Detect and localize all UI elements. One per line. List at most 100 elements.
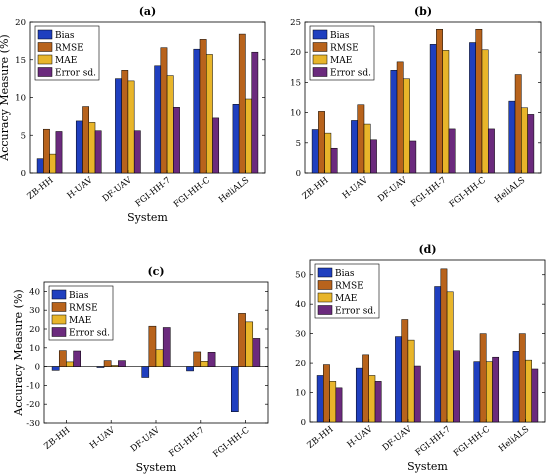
bar xyxy=(395,336,402,423)
legend-swatch xyxy=(51,302,67,312)
x-tick-label: DF-UAV xyxy=(129,425,163,454)
y-tick-label: -20 xyxy=(26,400,40,410)
y-tick-label: 10 xyxy=(15,94,26,104)
bar xyxy=(94,130,102,174)
bar xyxy=(212,117,220,174)
bar xyxy=(448,128,456,174)
x-tick-label: HeliALS xyxy=(217,175,251,205)
bar xyxy=(453,350,460,423)
bar xyxy=(351,120,358,174)
bar xyxy=(401,319,409,423)
bar xyxy=(206,54,213,174)
bar xyxy=(525,359,532,423)
bar xyxy=(55,131,63,174)
y-tick-label: 5 xyxy=(296,139,301,149)
x-tick-label: ZB-HH xyxy=(301,175,331,201)
bar xyxy=(238,33,246,174)
bar xyxy=(82,106,89,174)
y-axis-title: Accuracy Measure (%) xyxy=(0,34,11,161)
legend-label: RMSE xyxy=(69,304,98,314)
legend-label: MAE xyxy=(55,56,77,66)
bar xyxy=(514,74,522,174)
bar xyxy=(390,70,398,174)
legend: Bias RMSE MAE Error sd. xyxy=(314,263,380,319)
bar xyxy=(160,47,168,174)
bar xyxy=(49,153,57,174)
bar xyxy=(409,140,417,174)
bar xyxy=(75,120,83,174)
y-tick-label: 40 xyxy=(29,287,40,297)
bar xyxy=(245,321,254,367)
bar xyxy=(512,351,520,423)
x-tick-label: FGI-HH-C xyxy=(448,175,488,209)
bar xyxy=(396,61,404,174)
bar xyxy=(88,122,96,174)
legend-label: Bias xyxy=(335,269,355,279)
bar xyxy=(193,351,202,367)
legend-label: RMSE xyxy=(55,44,84,54)
x-tick-label: HeliALS xyxy=(493,175,527,205)
bar xyxy=(481,49,489,174)
bar xyxy=(103,360,112,367)
y-tick-label: 20 xyxy=(295,359,306,369)
legend-swatch xyxy=(312,54,328,65)
bar xyxy=(434,286,442,423)
y-tick-label: 15 xyxy=(15,56,26,66)
bar xyxy=(36,158,44,174)
plot-frame xyxy=(309,259,546,423)
y-tick-label: 20 xyxy=(29,325,40,335)
bar xyxy=(413,365,421,423)
panel-label: (d) xyxy=(418,243,436,256)
bar xyxy=(323,364,330,423)
y-tick-label: 0 xyxy=(35,363,40,373)
x-axis-title: System xyxy=(407,460,448,473)
bar xyxy=(173,107,180,174)
bar xyxy=(162,327,171,367)
bar xyxy=(446,291,454,423)
bar xyxy=(355,367,363,423)
bar xyxy=(429,44,437,174)
bar xyxy=(110,365,119,367)
bar xyxy=(479,333,487,423)
x-tick-label: FGI-HH-C xyxy=(211,425,251,459)
bar xyxy=(193,48,201,174)
bar xyxy=(374,381,382,423)
bar xyxy=(231,366,239,412)
bar xyxy=(362,354,370,423)
y-tick-label: 10 xyxy=(295,389,306,399)
legend-label: Bias xyxy=(69,291,89,301)
bar xyxy=(486,361,493,423)
x-tick-label: H-UAV xyxy=(341,175,371,201)
bar xyxy=(407,339,415,423)
bar xyxy=(115,78,122,174)
y-tick-label: 20 xyxy=(290,48,301,58)
legend-label: Error sd. xyxy=(335,307,376,317)
bar xyxy=(492,356,500,423)
bar xyxy=(207,352,216,367)
panel-label: (a) xyxy=(139,5,157,18)
legend-swatch xyxy=(37,42,53,52)
x-tick-label: H-UAV xyxy=(88,425,118,451)
legend-swatch xyxy=(51,314,67,325)
legend-swatch xyxy=(317,280,333,290)
legend-swatch xyxy=(312,67,328,77)
bar xyxy=(488,128,495,174)
y-tick-label: 30 xyxy=(295,330,306,340)
bar xyxy=(318,111,325,174)
bar xyxy=(148,325,157,367)
bar xyxy=(121,70,129,174)
bar xyxy=(238,313,246,367)
y-tick-label: 10 xyxy=(290,109,301,119)
bar xyxy=(154,65,162,174)
bar xyxy=(245,98,252,174)
y-tick-label: -10 xyxy=(26,381,40,391)
x-tick-label: ZB-HH xyxy=(42,425,72,451)
bar xyxy=(473,361,481,423)
y-tick-label: 0 xyxy=(301,418,306,428)
legend-label: Bias xyxy=(330,31,350,41)
bar xyxy=(440,268,448,423)
bar xyxy=(442,50,450,174)
legend-swatch xyxy=(37,54,53,65)
legend: Bias RMSE MAE Error sd. xyxy=(34,25,100,81)
x-tick-label: DF-UAV xyxy=(381,424,415,453)
